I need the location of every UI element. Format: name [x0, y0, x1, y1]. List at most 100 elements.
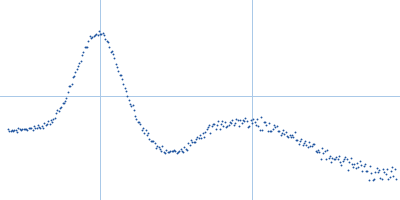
- Point: [285, 135, 292, 138]
- Point: [304, 146, 311, 149]
- Point: [40, 127, 46, 130]
- Point: [272, 126, 278, 129]
- Point: [355, 165, 362, 168]
- Point: [67, 84, 74, 88]
- Point: [249, 121, 255, 124]
- Point: [72, 71, 79, 74]
- Point: [329, 156, 336, 159]
- Point: [226, 124, 232, 127]
- Point: [393, 178, 399, 181]
- Point: [132, 114, 138, 117]
- Point: [270, 127, 276, 130]
- Point: [179, 150, 185, 153]
- Point: [167, 149, 174, 152]
- Point: [75, 64, 81, 67]
- Point: [58, 105, 64, 108]
- Point: [107, 51, 114, 54]
- Point: [279, 131, 285, 134]
- Point: [10, 129, 16, 133]
- Point: [275, 130, 281, 133]
- Point: [318, 157, 324, 161]
- Point: [346, 160, 352, 164]
- Point: [345, 169, 351, 172]
- Point: [336, 154, 342, 157]
- Point: [142, 129, 149, 132]
- Point: [262, 120, 268, 123]
- Point: [163, 149, 170, 152]
- Point: [299, 144, 306, 147]
- Point: [256, 128, 263, 131]
- Point: [350, 165, 356, 169]
- Point: [79, 53, 85, 56]
- Point: [186, 143, 193, 146]
- Point: [33, 126, 40, 130]
- Point: [16, 127, 23, 130]
- Point: [83, 45, 89, 48]
- Point: [320, 151, 326, 155]
- Point: [251, 120, 258, 123]
- Point: [175, 150, 181, 153]
- Point: [228, 121, 234, 125]
- Point: [368, 171, 374, 174]
- Point: [254, 118, 260, 121]
- Point: [274, 125, 280, 128]
- Point: [338, 163, 345, 166]
- Point: [129, 103, 136, 106]
- Point: [344, 158, 350, 161]
- Point: [198, 136, 204, 139]
- Point: [15, 127, 22, 130]
- Point: [182, 148, 189, 151]
- Point: [106, 45, 112, 48]
- Point: [237, 118, 244, 121]
- Point: [7, 129, 14, 132]
- Point: [212, 128, 219, 131]
- Point: [267, 130, 273, 133]
- Point: [308, 144, 315, 147]
- Point: [233, 118, 240, 121]
- Point: [241, 119, 247, 122]
- Point: [334, 157, 341, 161]
- Point: [5, 128, 11, 131]
- Point: [50, 117, 57, 120]
- Point: [218, 122, 224, 125]
- Point: [81, 46, 88, 49]
- Point: [88, 36, 94, 39]
- Point: [236, 124, 242, 127]
- Point: [144, 133, 150, 136]
- Point: [71, 74, 77, 77]
- Point: [206, 123, 212, 126]
- Point: [36, 125, 42, 128]
- Point: [194, 136, 201, 139]
- Point: [148, 139, 154, 142]
- Point: [358, 164, 364, 167]
- Point: [128, 105, 134, 108]
- Point: [92, 34, 98, 37]
- Point: [93, 32, 100, 35]
- Point: [351, 162, 358, 166]
- Point: [197, 134, 203, 137]
- Point: [159, 145, 166, 148]
- Point: [177, 147, 184, 150]
- Point: [54, 109, 60, 112]
- Point: [322, 149, 328, 152]
- Point: [131, 109, 137, 112]
- Point: [382, 173, 389, 176]
- Point: [380, 168, 386, 171]
- Point: [190, 141, 197, 144]
- Point: [260, 121, 267, 124]
- Point: [101, 33, 107, 36]
- Point: [136, 120, 142, 124]
- Point: [333, 155, 340, 159]
- Point: [319, 146, 325, 149]
- Point: [323, 157, 329, 160]
- Point: [164, 150, 171, 153]
- Point: [253, 123, 259, 127]
- Point: [307, 145, 314, 148]
- Point: [364, 169, 371, 173]
- Point: [57, 106, 63, 109]
- Point: [23, 128, 29, 131]
- Point: [196, 136, 202, 139]
- Point: [60, 101, 67, 104]
- Point: [145, 132, 151, 135]
- Point: [303, 143, 310, 147]
